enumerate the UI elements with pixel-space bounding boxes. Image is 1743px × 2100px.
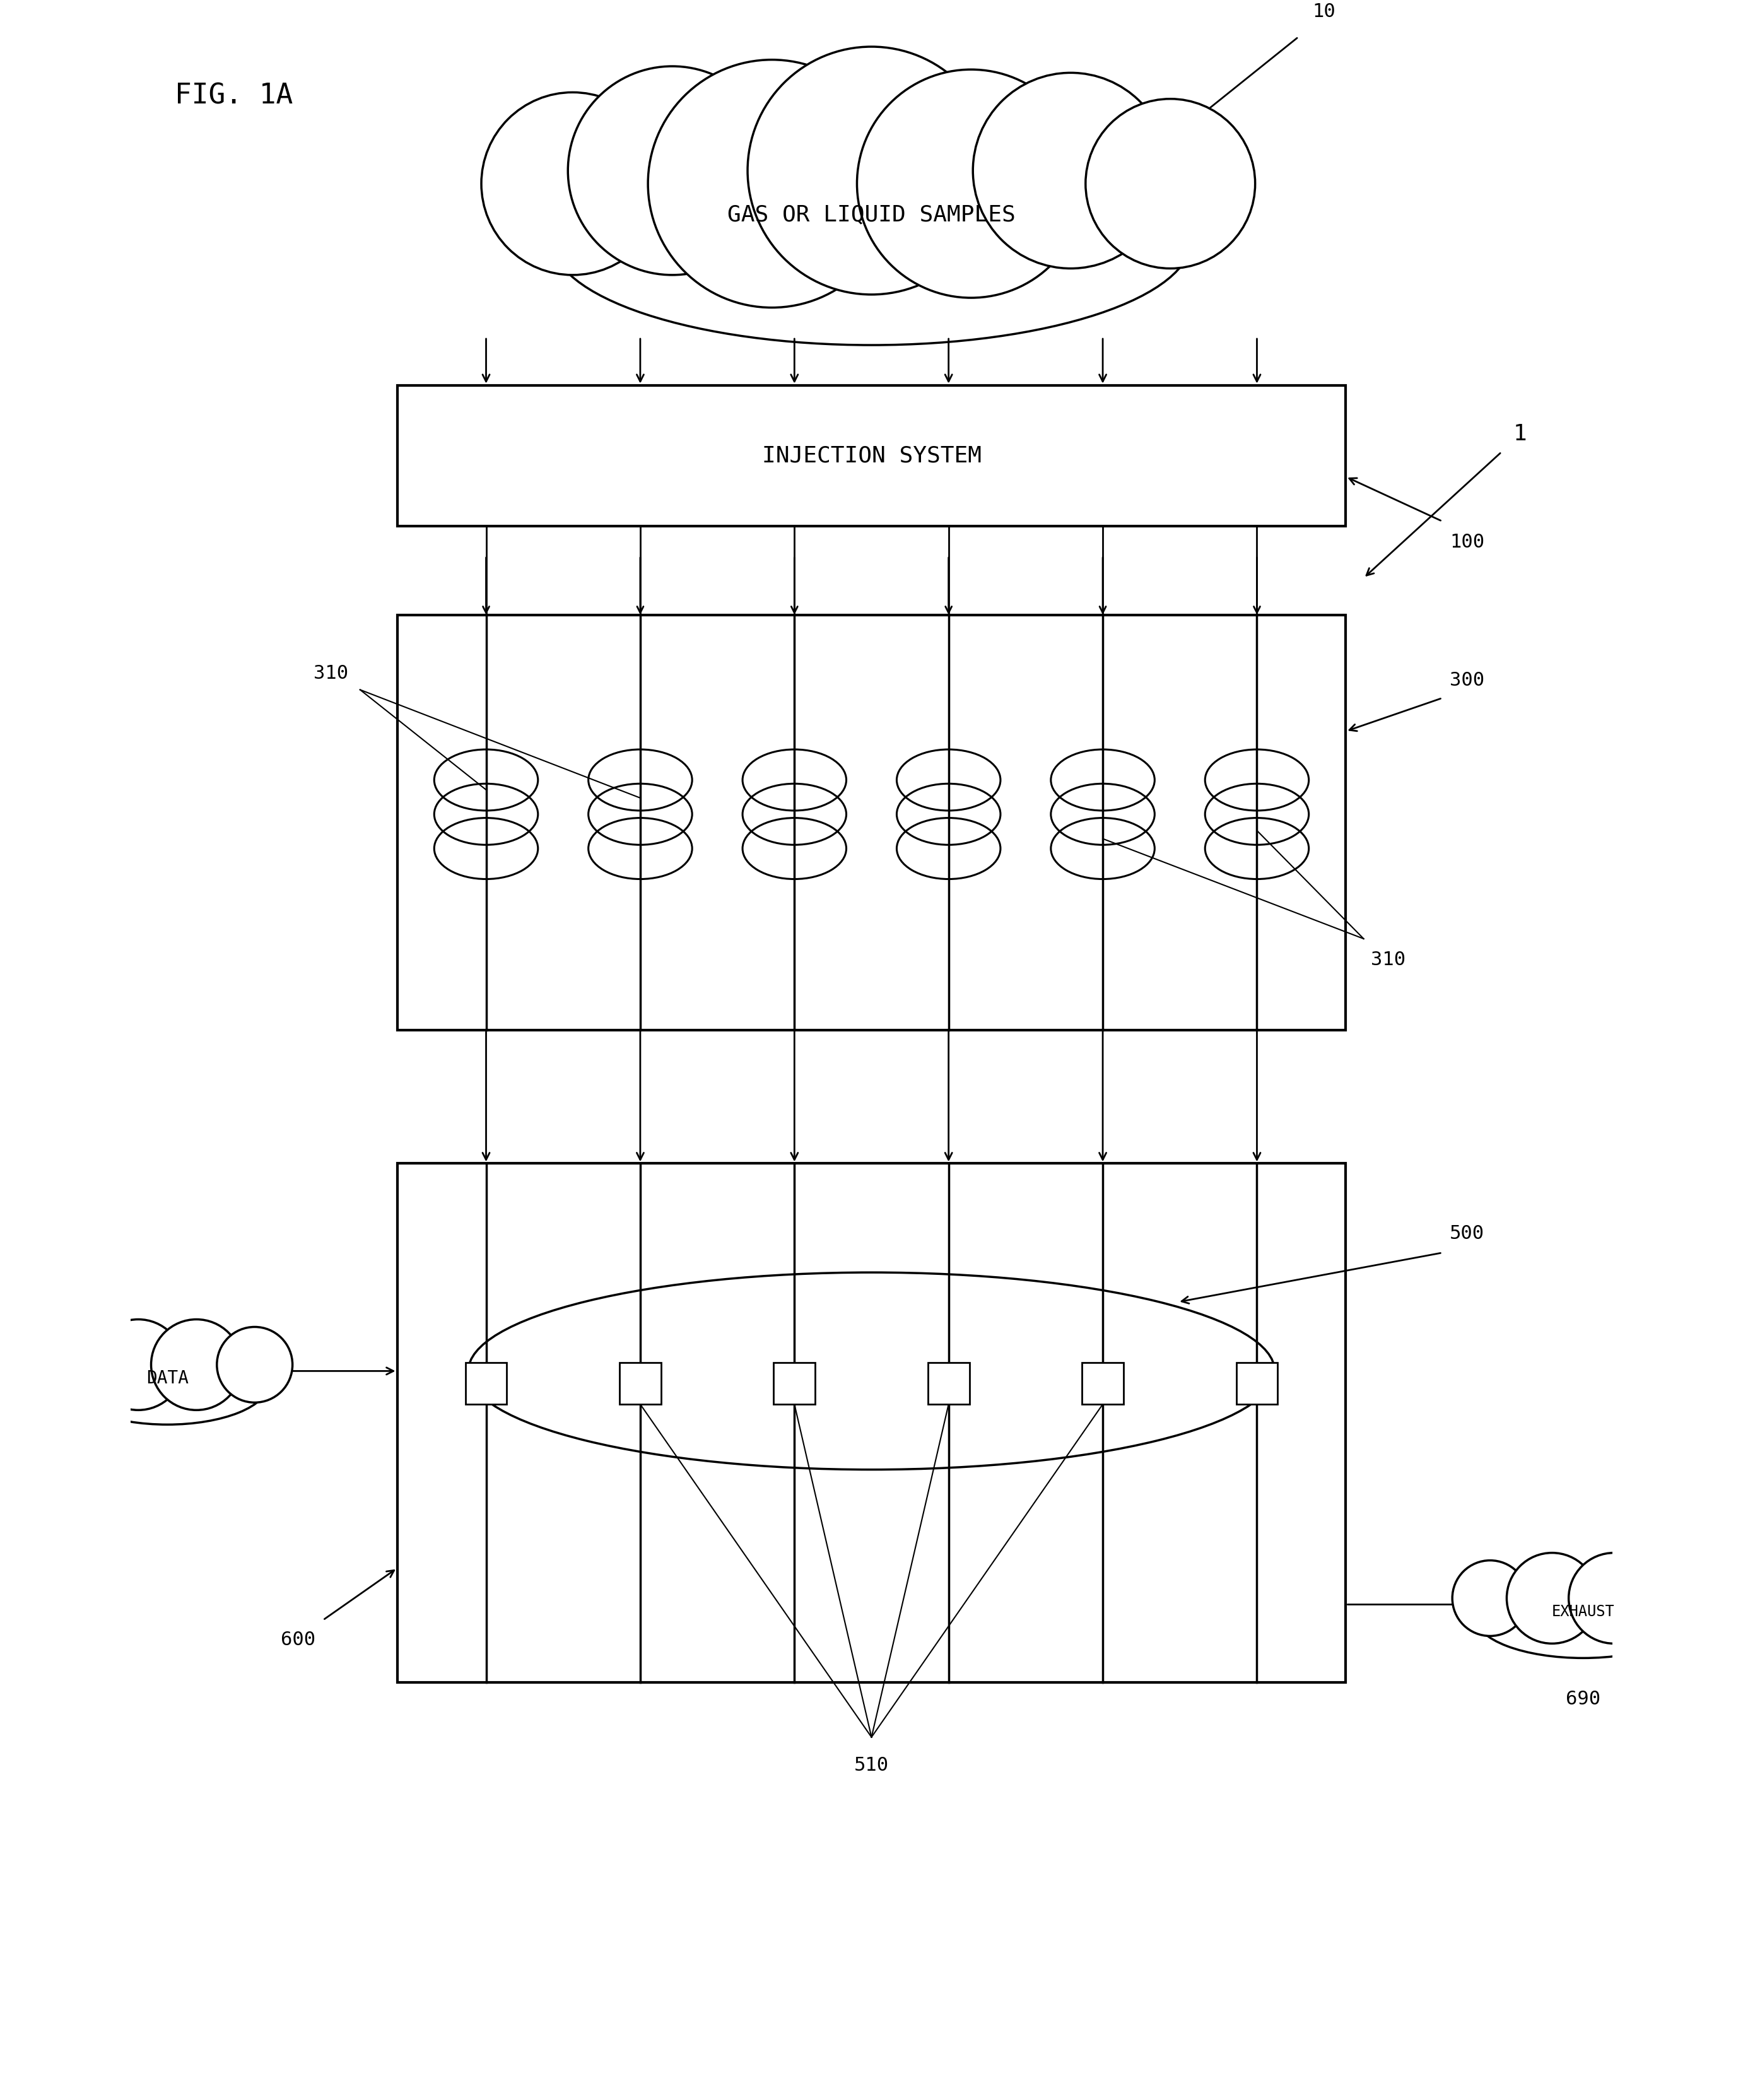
Text: 310: 310 <box>314 664 349 682</box>
Text: 510: 510 <box>854 1756 889 1774</box>
Text: 300: 300 <box>1450 672 1485 689</box>
FancyBboxPatch shape <box>927 1363 969 1405</box>
Circle shape <box>1086 99 1255 269</box>
Text: 500: 500 <box>1450 1224 1485 1243</box>
Text: 310: 310 <box>1372 951 1407 968</box>
FancyBboxPatch shape <box>774 1363 816 1405</box>
Bar <box>397 615 1346 1031</box>
Circle shape <box>648 59 896 307</box>
Text: 100: 100 <box>1450 533 1485 552</box>
Circle shape <box>858 69 1086 298</box>
Circle shape <box>1638 1560 1713 1636</box>
Ellipse shape <box>66 1342 268 1424</box>
Text: INJECTION SYSTEM: INJECTION SYSTEM <box>762 445 981 466</box>
Circle shape <box>1452 1560 1529 1636</box>
Bar <box>397 384 1346 527</box>
Bar <box>397 1163 1346 1682</box>
Circle shape <box>216 1327 293 1403</box>
Circle shape <box>973 74 1168 269</box>
FancyBboxPatch shape <box>619 1363 661 1405</box>
Circle shape <box>1506 1552 1597 1644</box>
Text: 690: 690 <box>1565 1691 1600 1709</box>
Text: EXHAUST: EXHAUST <box>1551 1604 1614 1619</box>
Text: 10: 10 <box>1312 2 1335 21</box>
FancyBboxPatch shape <box>465 1363 507 1405</box>
Circle shape <box>748 46 995 294</box>
Text: FIG. 1A: FIG. 1A <box>174 82 293 109</box>
Text: 1: 1 <box>1513 422 1527 445</box>
Text: GAS OR LIQUID SAMPLES: GAS OR LIQUID SAMPLES <box>727 204 1016 225</box>
FancyBboxPatch shape <box>1236 1363 1278 1405</box>
Circle shape <box>568 67 777 275</box>
Circle shape <box>152 1319 242 1409</box>
Circle shape <box>1569 1552 1659 1644</box>
Ellipse shape <box>1475 1577 1691 1659</box>
FancyBboxPatch shape <box>1082 1363 1124 1405</box>
Text: DATA: DATA <box>146 1369 188 1388</box>
Circle shape <box>481 92 664 275</box>
Circle shape <box>92 1319 183 1409</box>
Ellipse shape <box>551 132 1192 344</box>
Text: 600: 600 <box>281 1630 315 1649</box>
Circle shape <box>42 1327 119 1403</box>
